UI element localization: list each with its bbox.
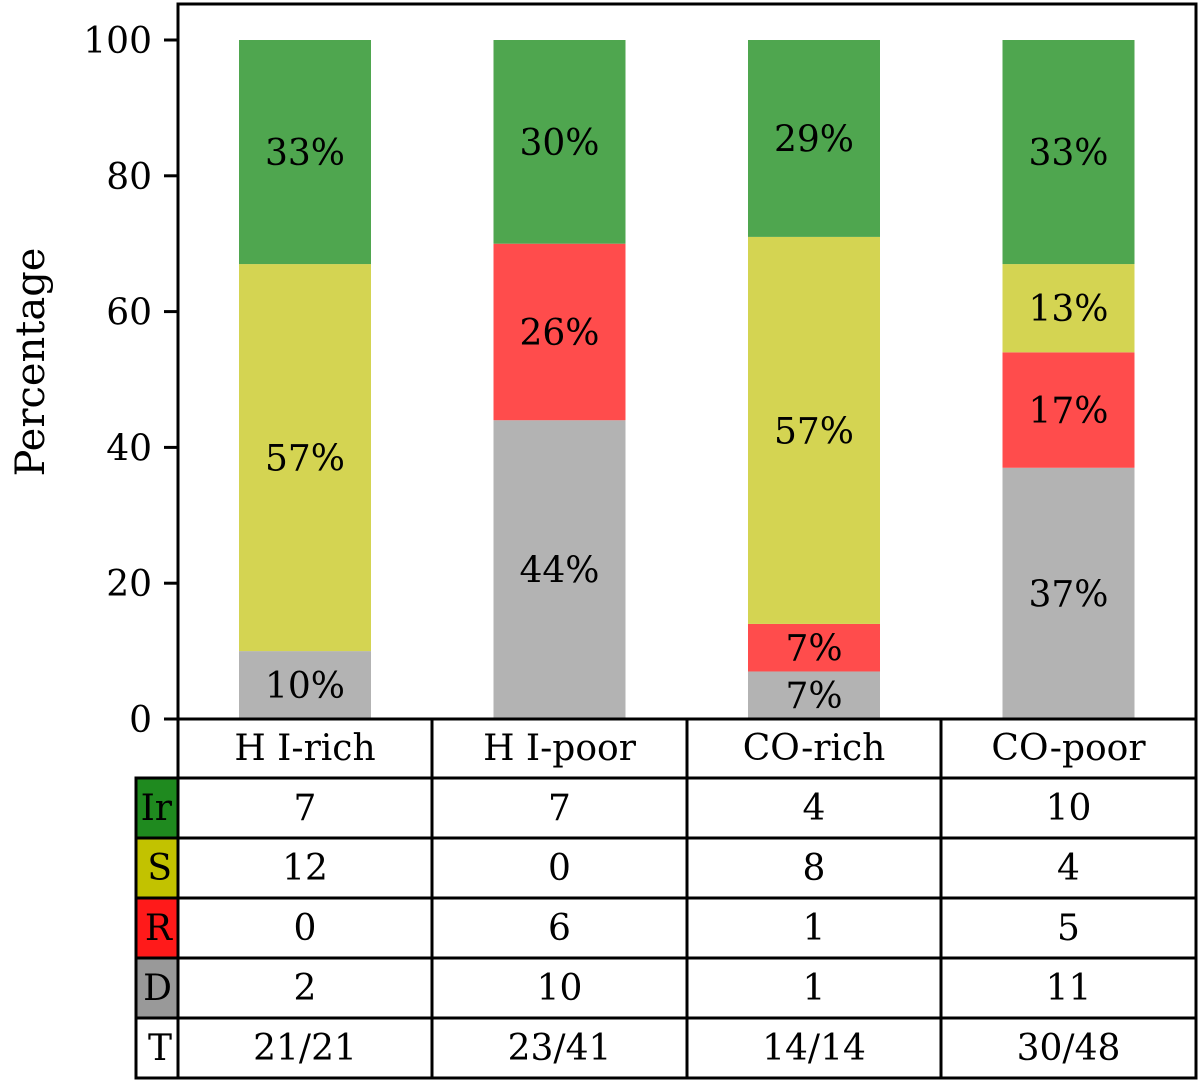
table-cell-value: 8 — [803, 848, 826, 889]
table-row-label: Ir — [141, 788, 173, 829]
table-cell-value: 0 — [548, 848, 571, 889]
table-cell-value: 10 — [1046, 788, 1092, 829]
data-label-d-2: 44% — [519, 551, 599, 592]
bar-segment-d-3 — [748, 671, 880, 719]
bar-segment-r-3 — [748, 623, 880, 672]
table-header-cell — [430, 717, 689, 780]
table-cell-value: 4 — [1057, 848, 1080, 889]
table-cell — [939, 1016, 1198, 1080]
bar-segment-ir-3 — [748, 40, 880, 237]
table-cell — [176, 1016, 434, 1080]
data-label-ir-3: 29% — [774, 119, 854, 160]
table-cell-value: 7 — [548, 788, 571, 829]
table-cell-value: 14/14 — [762, 1028, 866, 1069]
y-tick-label: 0 — [129, 700, 152, 741]
table-cell-value: 2 — [294, 968, 317, 1009]
table-cell-value: 10 — [537, 968, 583, 1009]
table-header-label: H I-rich — [234, 728, 375, 769]
table-cell-value: 12 — [282, 848, 328, 889]
table-cell — [939, 776, 1198, 840]
table-cell — [939, 836, 1198, 900]
y-tick-label: 20 — [106, 564, 152, 605]
bar-segment-ir-2 — [493, 40, 626, 244]
table-cell — [430, 1016, 689, 1080]
y-tick-label: 60 — [106, 293, 152, 334]
data-label-d-4: 37% — [1028, 574, 1108, 615]
table-row-label: R — [145, 908, 173, 949]
bars-layer — [239, 40, 1135, 719]
table-cell — [685, 896, 943, 960]
table-cell-value: 1 — [803, 968, 826, 1009]
table-cell-value: 5 — [1057, 908, 1080, 949]
bar-segment-d-1 — [239, 651, 371, 719]
table-cell-value: 21/21 — [253, 1028, 357, 1069]
table-row-label: S — [147, 848, 172, 889]
data-label-d-3: 7% — [785, 676, 842, 717]
bar-segment-s-1 — [239, 264, 371, 652]
table-cell — [430, 776, 689, 840]
table-header-label: CO-poor — [991, 728, 1146, 769]
table-header-label: CO-rich — [743, 728, 886, 769]
data-label-ir-2: 30% — [519, 123, 599, 164]
table-cell-value: 6 — [548, 908, 571, 949]
y-tick-label: 40 — [106, 428, 152, 469]
table-header-cell — [685, 717, 943, 780]
y-tick-label: 80 — [106, 157, 152, 198]
table-cell-value: 4 — [803, 788, 826, 829]
bar-segment-s-3 — [748, 236, 880, 624]
table-cell-value: 30/48 — [1017, 1028, 1121, 1069]
data-label-ir-4: 33% — [1028, 133, 1108, 174]
table-cell-value: 7 — [294, 788, 317, 829]
table-header-label: H I-poor — [483, 728, 637, 769]
table-cell — [430, 896, 689, 960]
data-label-r-3: 7% — [785, 629, 842, 670]
table-cell — [685, 776, 943, 840]
data-label-r-2: 26% — [519, 313, 599, 354]
bar-segment-ir-1 — [239, 40, 371, 265]
table-cell — [685, 956, 943, 1020]
data-label-s-1: 57% — [265, 439, 345, 480]
table-cell — [430, 956, 689, 1020]
bar-segment-r-2 — [493, 243, 626, 421]
table-header-cell — [939, 717, 1198, 780]
y-axis-label: Percentage — [8, 248, 54, 477]
table-cell-value: 1 — [803, 908, 826, 949]
data-label-s-3: 57% — [774, 411, 854, 452]
bar-segment-s-4 — [1002, 264, 1135, 353]
table-row-key-t — [134, 1016, 180, 1080]
table-cell-value: 0 — [294, 908, 317, 949]
y-axis: 0 20 40 60 80 100 — [83, 21, 178, 741]
data-label-d-1: 10% — [265, 666, 345, 707]
table-row-label: T — [148, 1028, 172, 1069]
table-cell — [685, 1016, 943, 1080]
data-label-ir-1: 33% — [265, 133, 345, 174]
table-cell — [176, 956, 434, 1020]
bar-segment-d-2 — [493, 420, 626, 719]
bar-segment-r-4 — [1002, 352, 1135, 468]
data-label-r-4: 17% — [1028, 391, 1108, 432]
bar-segment-d-4 — [1002, 467, 1135, 719]
table-cell-value: 23/41 — [508, 1028, 612, 1069]
bar-segment-ir-4 — [1002, 40, 1135, 265]
table-row-key-d — [134, 956, 180, 1020]
table-cell-value: 11 — [1046, 968, 1092, 1009]
y-tick-label: 100 — [83, 21, 152, 62]
table-cell — [685, 836, 943, 900]
segment-labels-layer: 10% 57% 33% 44% 26% 30% 7% 7% 57% 29% 37% 17% 13% 33% — [265, 119, 1109, 717]
table-row-label: D — [143, 968, 172, 1009]
data-label-s-4: 13% — [1028, 289, 1108, 330]
